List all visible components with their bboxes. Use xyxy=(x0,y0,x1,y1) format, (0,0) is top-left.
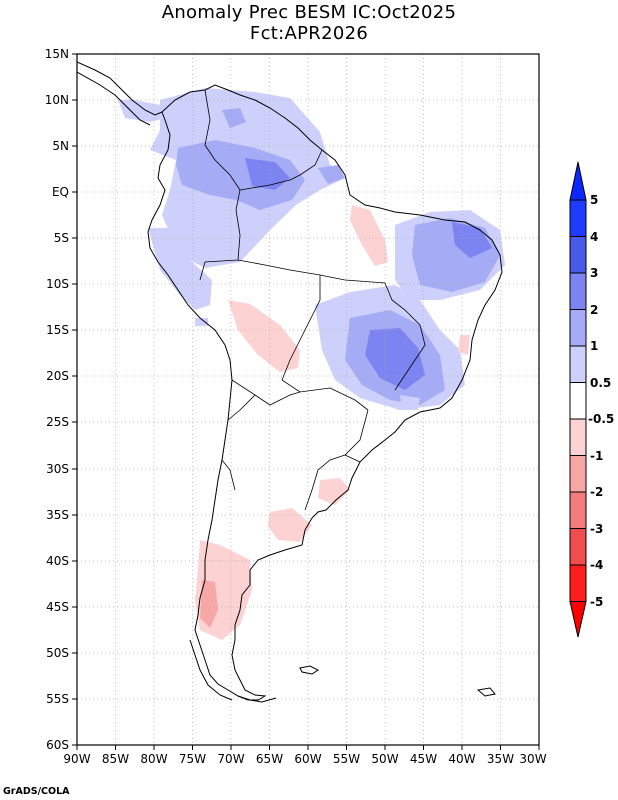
colorbar-label: -0.5 xyxy=(588,412,614,426)
south-america-outline xyxy=(147,84,503,701)
lon-label: 75W xyxy=(179,752,206,766)
positive-anomaly-caribbean xyxy=(118,100,166,122)
lon-label: 80W xyxy=(140,752,167,766)
colorbar-label: 1 xyxy=(590,339,598,353)
colorbar-label: 2 xyxy=(590,303,598,317)
colorbar-label: 5 xyxy=(590,193,598,207)
lon-label: 85W xyxy=(102,752,129,766)
longitude-labels: 90W 85W 80W 75W 70W 65W 60W 55W 50W 45W … xyxy=(63,752,546,766)
colorbar-label: -1 xyxy=(590,449,603,463)
lat-label: EQ xyxy=(52,185,69,199)
positive-anomaly-north-core xyxy=(176,140,305,210)
lat-label: 10S xyxy=(46,277,69,291)
colorbar-top-arrow xyxy=(569,161,587,201)
colorbar-segment xyxy=(569,236,587,274)
negative-anomaly-argentina xyxy=(268,508,312,542)
colorbar-segment xyxy=(569,382,587,420)
falkland-islands xyxy=(299,665,319,675)
colorbar-label: -3 xyxy=(590,522,603,536)
lat-label: 5N xyxy=(52,139,69,153)
colorbar-segment xyxy=(569,455,587,493)
lat-label: 55S xyxy=(46,692,69,706)
colorbar-label: -2 xyxy=(590,485,603,499)
lat-label: 60S xyxy=(46,738,69,752)
lat-label: 45S xyxy=(46,600,69,614)
colorbar-bottom-arrow xyxy=(569,601,587,638)
credit-label: GrADS/COLA xyxy=(3,786,70,797)
lon-label: 55W xyxy=(333,752,360,766)
positive-anomaly-small xyxy=(222,108,246,128)
lat-label: 25S xyxy=(46,415,69,429)
colorbar-label: 0.5 xyxy=(590,376,611,390)
lon-label: 50W xyxy=(371,752,398,766)
colorbar: 5 4 3 2 1 0.5 -0.5 -1 -2 -3 -4 -5 xyxy=(569,161,614,638)
lat-label: 40S xyxy=(46,554,69,568)
lat-label: 5S xyxy=(54,231,69,245)
lon-label: 65W xyxy=(256,752,283,766)
anomaly-shading xyxy=(118,88,505,640)
lat-label: 30S xyxy=(46,462,69,476)
colorbar-segment xyxy=(569,199,587,237)
lon-label: 40W xyxy=(448,752,475,766)
map-title-line2: Fct:APR2026 xyxy=(249,23,369,44)
negative-anomaly-east-coast xyxy=(458,335,470,355)
lon-label: 90W xyxy=(63,752,90,766)
colorbar-segment xyxy=(569,345,587,383)
lat-label: 15N xyxy=(45,47,69,61)
colorbar-segment xyxy=(569,564,587,602)
colorbar-segment xyxy=(569,491,587,529)
lat-label: 15S xyxy=(46,323,69,337)
graticule xyxy=(77,54,539,745)
south-georgia xyxy=(476,687,496,697)
central-america-coast-south xyxy=(77,71,151,126)
positive-anomaly-central-inner xyxy=(365,328,425,390)
positive-anomaly-guiana xyxy=(318,165,345,184)
negative-anomaly-amazon-delta xyxy=(350,205,388,266)
lon-label: 60W xyxy=(294,752,321,766)
axis-ticks xyxy=(72,53,540,750)
colorbar-segment xyxy=(569,309,587,347)
colorbar-segment xyxy=(569,272,587,310)
country-borders xyxy=(199,89,426,511)
positive-anomaly-amazon xyxy=(148,228,212,310)
colorbar-label: 3 xyxy=(590,266,598,280)
coastlines xyxy=(77,61,503,703)
map-title-line1: Anomaly Prec BESM IC:Oct2025 xyxy=(161,2,457,23)
colorbar-label: -5 xyxy=(590,595,603,609)
latitude-labels: 15N 10N 5N EQ 5S 10S 15S 20S 25S 30S 35S… xyxy=(45,47,69,752)
positive-anomaly-northeast-inner xyxy=(452,222,492,258)
central-america-coast xyxy=(77,61,163,116)
colorbar-label: -4 xyxy=(590,558,603,572)
lat-label: 35S xyxy=(46,508,69,522)
positive-anomaly-southeast xyxy=(400,395,420,410)
colorbar-segment xyxy=(569,418,587,456)
colorbar-label: 4 xyxy=(590,230,598,244)
lat-label: 50S xyxy=(46,646,69,660)
lat-label: 10N xyxy=(45,93,69,107)
positive-anomaly-pacific xyxy=(195,318,208,326)
lon-label: 70W xyxy=(217,752,244,766)
positive-anomaly-north-inner xyxy=(245,158,290,190)
colorbar-segment xyxy=(569,528,587,566)
southern-islands xyxy=(189,639,277,703)
lon-label: 30W xyxy=(519,752,546,766)
negative-anomaly-bolivia xyxy=(228,300,300,372)
negative-anomaly-patagonia-core xyxy=(200,580,218,628)
lon-label: 45W xyxy=(410,752,437,766)
lon-label: 35W xyxy=(487,752,514,766)
lat-label: 20S xyxy=(46,369,69,383)
negative-anomaly-uruguay xyxy=(318,478,350,505)
